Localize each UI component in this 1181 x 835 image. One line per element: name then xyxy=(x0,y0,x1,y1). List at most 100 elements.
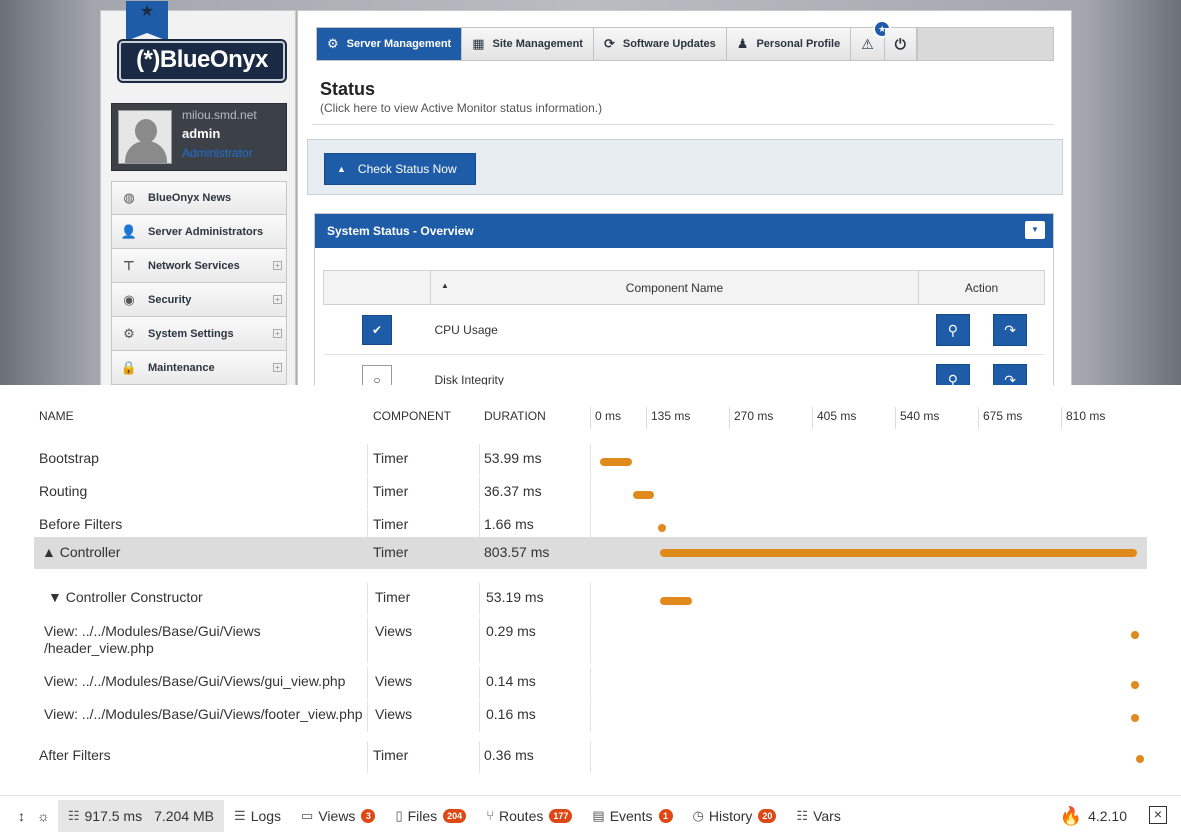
column-divider xyxy=(479,741,480,773)
tab-label: History xyxy=(708,807,753,824)
list-icon: ☷ xyxy=(796,807,809,823)
divider xyxy=(312,124,1054,125)
move-icon[interactable]: ↕ xyxy=(18,807,25,824)
timeline-row[interactable]: Routing Timer 36.37 ms xyxy=(34,477,1147,509)
tick-line xyxy=(1061,407,1062,429)
timeline-row[interactable]: ▲ Controller Timer 803.57 ms xyxy=(34,537,1147,569)
timeline-table: NAME COMPONENT DURATION 0 ms 135 ms 270 ms… xyxy=(34,407,1147,773)
timeline-row[interactable]: ▼ Controller Constructor Timer 53.19 ms xyxy=(34,583,1147,615)
logout-tab[interactable]: ⏻ xyxy=(884,28,917,60)
sidebar-item-network-services[interactable]: ⊤ Network Services + xyxy=(111,249,287,283)
timeline-row[interactable]: View: ../../Modules/Base/Gui/Views/gui_v… xyxy=(34,667,1147,699)
files-tab[interactable]: ▯ Files 204 xyxy=(385,796,476,835)
sidebar-item-label: Maintenance xyxy=(148,361,215,374)
sidebar-item-label: Server Administrators xyxy=(148,225,264,238)
tab-server-management[interactable]: ⚙ Server Management xyxy=(317,28,463,60)
expand-icon[interactable]: + xyxy=(273,295,282,304)
expand-icon[interactable]: + xyxy=(273,363,282,372)
tab-software-updates[interactable]: ⟳ Software Updates xyxy=(593,28,727,60)
row-duration: 1.66 ms xyxy=(484,516,534,532)
column-header-component-name[interactable]: ▲ Component Name xyxy=(430,270,919,305)
timing-stats[interactable]: ☷ 917.5 ms 7.204 MB xyxy=(57,799,225,832)
user-role[interactable]: Administrator xyxy=(182,146,253,160)
timeline-row[interactable]: Bootstrap Timer 53.99 ms xyxy=(34,444,1147,476)
blueonyx-logo[interactable]: (*)BlueOnyx xyxy=(119,41,285,81)
column-divider xyxy=(479,667,480,699)
tab-site-management[interactable]: ▦ Site Management xyxy=(462,28,594,60)
timeline-row[interactable]: View: ../../Modules/Base/Gui/Views /head… xyxy=(34,617,1147,663)
chevron-down-icon[interactable]: ▼ xyxy=(1025,221,1045,239)
row-duration: 0.36 ms xyxy=(484,747,534,763)
window-icon: ▭ xyxy=(301,807,314,823)
timeline-bar xyxy=(1131,714,1140,722)
sort-asc-icon: ▲ xyxy=(441,281,449,290)
sidebar-nav: ◍ BlueOnyx News 👤 Server Administrators … xyxy=(111,181,287,385)
tick-line xyxy=(895,407,896,429)
column-divider xyxy=(590,583,591,615)
tick-label: 0 ms xyxy=(595,409,622,423)
circle-icon[interactable]: ○ xyxy=(362,364,392,385)
timeline-bar xyxy=(600,458,633,466)
timeline-row[interactable]: After Filters Timer 0.36 ms xyxy=(34,741,1147,773)
routes-tab[interactable]: ⑂ Routes 177 xyxy=(476,796,582,835)
header-name: NAME xyxy=(39,409,74,423)
row-component: Timer xyxy=(373,483,409,499)
timeline-row[interactable]: View: ../../Modules/Base/Gui/Views/foote… xyxy=(34,700,1147,732)
search-icon[interactable]: ⚲ xyxy=(935,363,970,385)
share-icon[interactable]: ↷ xyxy=(993,363,1028,385)
sidebar-item-security[interactable]: ◉ Security + xyxy=(111,283,287,317)
header-component: COMPONENT xyxy=(373,409,451,423)
search-icon[interactable]: ⚲ xyxy=(935,313,970,346)
page-subtitle-link[interactable]: (Click here to view Active Monitor statu… xyxy=(320,101,603,115)
share-icon[interactable]: ↷ xyxy=(993,313,1028,346)
sidebar-item-system-settings[interactable]: ⚙ System Settings + xyxy=(111,317,287,351)
vars-tab[interactable]: ☷ Vars xyxy=(786,796,850,835)
tab-label: Routes xyxy=(499,807,544,824)
alerts-tab[interactable]: ⚠ ★ xyxy=(851,20,892,60)
logs-tab[interactable]: ☰ Logs xyxy=(224,796,291,835)
tab-label: Files xyxy=(407,807,438,824)
tick-label: 675 ms xyxy=(983,409,1023,423)
timeline-bar xyxy=(660,597,692,605)
grid-icon: ▦ xyxy=(472,36,485,51)
sidebar-item-server-administrators[interactable]: 👤 Server Administrators xyxy=(111,215,287,249)
warning-icon: ⚠ xyxy=(861,35,874,52)
sidebar-item-blueonyx-news[interactable]: ◍ BlueOnyx News xyxy=(111,181,287,215)
column-divider xyxy=(590,667,591,699)
row-name: Before Filters xyxy=(39,516,123,532)
component-name: CPU Usage xyxy=(430,304,919,355)
row-duration: 803.57 ms xyxy=(484,544,550,560)
header-duration: DURATION xyxy=(484,409,546,423)
eye-icon: ◉ xyxy=(123,291,135,307)
expand-icon[interactable]: + xyxy=(273,261,282,270)
search-box[interactable] xyxy=(916,28,1053,60)
row-duration: 0.29 ms xyxy=(486,623,536,639)
events-tab[interactable]: ▤ Events 1 xyxy=(582,796,682,835)
refresh-icon: ⟳ xyxy=(603,36,615,51)
check-icon[interactable]: ✔ xyxy=(362,314,392,345)
memory-usage: 7.204 MB xyxy=(154,807,215,824)
close-icon[interactable]: × xyxy=(1149,806,1167,824)
column-header-action: Action xyxy=(918,270,1045,305)
column-divider xyxy=(479,444,480,476)
tab-personal-profile[interactable]: ♟ Personal Profile xyxy=(726,28,852,60)
check-status-button[interactable]: ▲ Check Status Now xyxy=(324,153,476,185)
avatar xyxy=(118,110,172,164)
tick-label: 405 ms xyxy=(817,409,857,423)
row-name: After Filters xyxy=(39,747,111,763)
column-divider xyxy=(479,700,480,732)
history-tab[interactable]: ◷ History 20 xyxy=(683,796,787,835)
action-bar: ▲ Check Status Now xyxy=(307,139,1063,195)
row-duration: 36.37 ms xyxy=(484,483,542,499)
row-duration: 0.16 ms xyxy=(486,706,536,722)
tab-label: Views xyxy=(318,807,356,824)
row-duration: 53.19 ms xyxy=(486,589,544,605)
views-tab[interactable]: ▭ Views 3 xyxy=(291,796,385,835)
version-info[interactable]: 🔥 4.2.10 xyxy=(1060,796,1127,835)
sidebar-item-maintenance[interactable]: 🔒 Maintenance + xyxy=(111,351,287,385)
timeline-row[interactable]: Before Filters Timer 1.66 ms xyxy=(34,510,1147,542)
tick-line xyxy=(812,407,813,429)
theme-icon[interactable]: ☼ xyxy=(37,807,50,824)
column-divider xyxy=(367,617,368,663)
expand-icon[interactable]: + xyxy=(273,329,282,338)
